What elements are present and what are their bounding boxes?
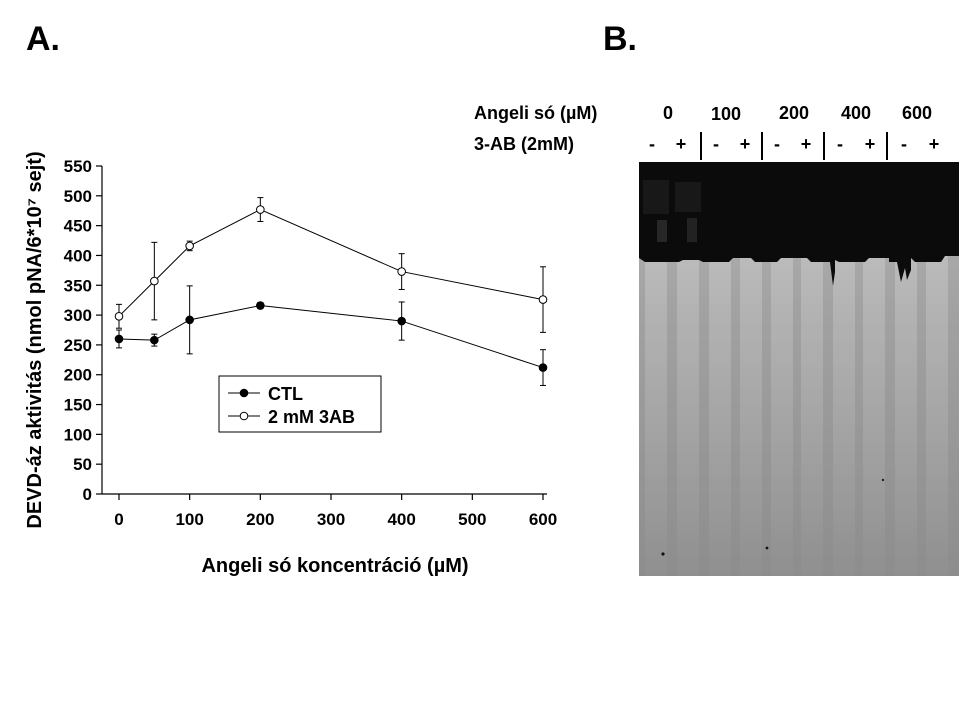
data-point — [538, 295, 548, 304]
gel-lane-sign: + — [739, 134, 751, 154]
panel-b-label: B. — [603, 20, 637, 58]
data-point — [185, 241, 194, 251]
panel-a-label: A. — [26, 20, 60, 58]
x-tick-label: 600 — [529, 510, 557, 529]
y-tick-label: 200 — [64, 366, 92, 385]
data-point — [150, 276, 159, 286]
gel-lane-separator — [700, 132, 702, 160]
y-tick-label: 500 — [64, 187, 92, 206]
y-tick-label: 100 — [64, 425, 92, 444]
x-tick-label: 100 — [175, 510, 203, 529]
gel-row-label-angeli: Angeli só (µM) — [474, 103, 598, 123]
gel-conc-label: 400 — [841, 103, 872, 123]
data-point — [256, 301, 265, 310]
gel-conc-label: 200 — [779, 103, 810, 123]
gel-lane-separator — [886, 132, 888, 160]
gel-lane-sign: - — [837, 134, 843, 154]
x-tick-label: 400 — [387, 510, 415, 529]
line-chart: 0 50 100 150 200 250 300 350 400 450 500 550 0 100 200… — [24, 151, 558, 577]
gel-lane-sign: + — [928, 134, 940, 154]
gel-lane-separator — [823, 132, 825, 160]
gel-lane-sign: - — [901, 134, 907, 154]
y-tick-label: 300 — [64, 306, 92, 325]
legend-box — [218, 375, 382, 433]
gel-electrophoresis-image — [639, 162, 959, 576]
gel-lane-sign: - — [713, 134, 719, 154]
y-tick-label: 450 — [64, 217, 92, 236]
gel-conc-label: 600 — [902, 103, 933, 123]
y-tick-label: 550 — [64, 157, 92, 176]
data-point — [150, 335, 159, 345]
legend-label: CTL — [268, 384, 303, 404]
data-point — [538, 363, 548, 372]
gel-row-label-3ab: 3-AB (2mM) — [474, 134, 575, 154]
x-tick-label: 200 — [246, 510, 274, 529]
y-tick-label: 50 — [73, 455, 92, 474]
data-point — [256, 205, 265, 214]
data-point — [397, 267, 406, 276]
chart-axes: 0 50 100 150 200 250 300 350 400 450 500 550 0 100 200… — [64, 157, 558, 529]
gel-lane-sign: - — [649, 134, 655, 154]
x-tick-label: 300 — [317, 510, 345, 529]
x-tick-label: 0 — [114, 510, 123, 529]
y-tick-label: 0 — [83, 485, 92, 504]
gel-lane-sign: + — [800, 134, 812, 154]
series-group — [114, 285, 548, 386]
y-tick-label: 150 — [64, 396, 92, 415]
legend-marker — [239, 388, 249, 398]
y-tick-label: 250 — [64, 336, 92, 355]
x-tick-label: 500 — [458, 510, 486, 529]
legend-label: 2 mM 3AB — [268, 407, 355, 427]
series-group — [114, 197, 548, 333]
legend-marker — [239, 411, 249, 421]
data-point — [397, 316, 406, 326]
data-point — [114, 334, 124, 344]
x-axis-label: Angeli só koncentráció (µM) — [201, 555, 468, 577]
gel-lane-sign: - — [774, 134, 780, 154]
data-point — [185, 315, 194, 325]
gel-lane-separator — [761, 132, 763, 160]
gel-conc-label: 0 — [663, 103, 674, 123]
data-point — [114, 311, 124, 321]
series-line — [118, 208, 544, 317]
y-tick-label: 350 — [64, 276, 92, 295]
series-line — [118, 305, 544, 369]
y-tick-label: 400 — [64, 246, 92, 265]
y-axis-label: DEVD-áz aktivitás (nmol pNA/6*10⁷ sejt) — [24, 151, 46, 528]
gel-conc-label: 100 — [711, 104, 742, 124]
gel-lane-sign: + — [675, 134, 687, 154]
chart-legend: CTL 2 mM 3AB — [218, 375, 382, 433]
chart-series-layer — [114, 197, 548, 386]
gel-lane-sign: + — [864, 134, 876, 154]
